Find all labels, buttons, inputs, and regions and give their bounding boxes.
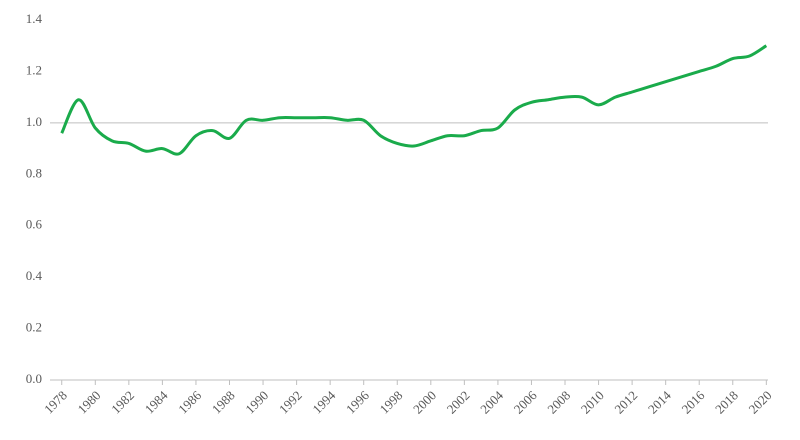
x-tick-label: 2016 xyxy=(678,387,707,416)
x-tick-label: 1992 xyxy=(276,388,305,417)
x-tick-label: 1984 xyxy=(142,387,171,416)
x-tick-label: 2010 xyxy=(578,388,607,417)
x-tick-label: 2020 xyxy=(746,388,775,417)
x-tick-label: 1978 xyxy=(41,388,70,417)
x-tick-label: 2002 xyxy=(444,388,473,417)
y-tick-label: 1.4 xyxy=(26,11,43,26)
x-tick-label: 2008 xyxy=(544,388,573,417)
x-tick-label: 2012 xyxy=(611,388,640,417)
line-series xyxy=(60,44,768,156)
y-tick-label: 0.2 xyxy=(26,320,42,335)
x-tick-label: 2000 xyxy=(410,388,439,417)
x-tick-label: 1998 xyxy=(376,388,405,417)
x-tick-label: 1980 xyxy=(75,388,104,417)
x-tick-label: 2006 xyxy=(511,387,540,416)
x-tick-label: 2018 xyxy=(712,388,741,417)
x-tick-label: 1988 xyxy=(209,388,238,417)
x-tick-label: 1996 xyxy=(343,387,372,416)
x-tick-label: 1982 xyxy=(108,388,137,417)
x-tick-label: 2014 xyxy=(645,387,674,416)
x-tick-label: 1990 xyxy=(242,388,271,417)
y-tick-label: 0.6 xyxy=(26,217,43,232)
y-tick-label: 1.0 xyxy=(26,114,42,129)
x-tick-label: 1994 xyxy=(309,387,338,416)
y-tick-label: 0.8 xyxy=(26,165,42,180)
y-tick-label: 0.4 xyxy=(26,268,43,283)
x-tick-label: 2004 xyxy=(477,387,506,416)
x-tick-label: 1986 xyxy=(175,387,204,416)
y-tick-label: 1.2 xyxy=(26,62,42,77)
y-tick-label: 0.0 xyxy=(26,371,42,386)
